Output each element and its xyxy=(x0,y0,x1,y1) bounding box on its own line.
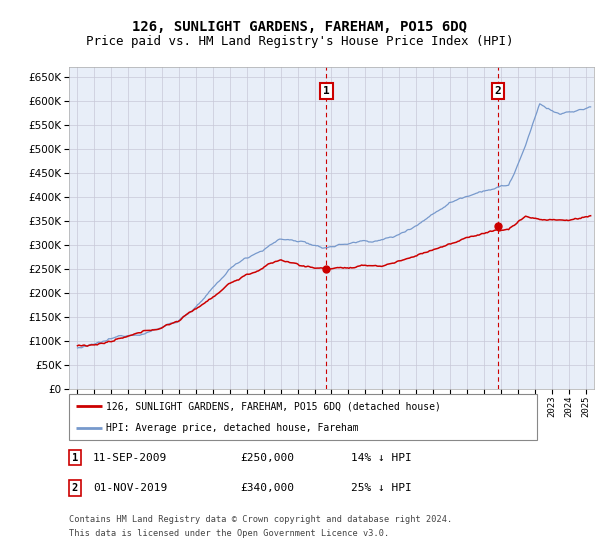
Text: 25% ↓ HPI: 25% ↓ HPI xyxy=(351,483,412,493)
Text: 01-NOV-2019: 01-NOV-2019 xyxy=(93,483,167,493)
Text: Price paid vs. HM Land Registry's House Price Index (HPI): Price paid vs. HM Land Registry's House … xyxy=(86,35,514,48)
Text: 126, SUNLIGHT GARDENS, FAREHAM, PO15 6DQ (detached house): 126, SUNLIGHT GARDENS, FAREHAM, PO15 6DQ… xyxy=(106,401,442,411)
FancyBboxPatch shape xyxy=(69,394,537,440)
Text: This data is licensed under the Open Government Licence v3.0.: This data is licensed under the Open Gov… xyxy=(69,529,389,538)
Text: 1: 1 xyxy=(323,86,330,96)
Text: 14% ↓ HPI: 14% ↓ HPI xyxy=(351,452,412,463)
Text: 11-SEP-2009: 11-SEP-2009 xyxy=(93,452,167,463)
Text: HPI: Average price, detached house, Fareham: HPI: Average price, detached house, Fare… xyxy=(106,423,359,433)
Text: Contains HM Land Registry data © Crown copyright and database right 2024.: Contains HM Land Registry data © Crown c… xyxy=(69,515,452,524)
Text: £340,000: £340,000 xyxy=(240,483,294,493)
Text: £250,000: £250,000 xyxy=(240,452,294,463)
Text: 1: 1 xyxy=(72,452,78,463)
Text: 126, SUNLIGHT GARDENS, FAREHAM, PO15 6DQ: 126, SUNLIGHT GARDENS, FAREHAM, PO15 6DQ xyxy=(133,20,467,34)
Text: 2: 2 xyxy=(494,86,502,96)
Text: 2: 2 xyxy=(72,483,78,493)
